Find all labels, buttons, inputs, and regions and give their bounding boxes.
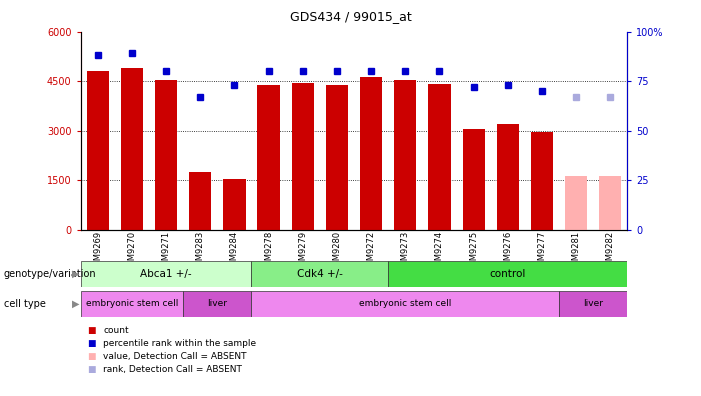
Bar [565,176,587,230]
Bar [155,80,177,230]
Bar [531,132,553,230]
Text: Abca1 +/-: Abca1 +/- [140,269,192,279]
Text: Cdk4 +/-: Cdk4 +/- [297,269,343,279]
Text: ■: ■ [88,366,96,374]
Text: value, Detection Call = ABSENT: value, Detection Call = ABSENT [103,352,247,361]
Text: embryonic stem cell: embryonic stem cell [359,299,451,308]
Bar [121,68,143,230]
Bar [388,261,627,287]
Text: control: control [489,269,526,279]
Text: GDS434 / 99015_at: GDS434 / 99015_at [290,10,411,23]
Bar [428,84,451,230]
Bar [599,176,621,230]
Bar [326,85,348,230]
Text: percentile rank within the sample: percentile rank within the sample [103,339,256,348]
Text: ■: ■ [88,339,96,348]
Bar [189,172,211,230]
Text: rank, Detection Call = ABSENT: rank, Detection Call = ABSENT [103,366,242,374]
Bar [257,85,280,230]
Text: genotype/variation: genotype/variation [4,269,96,279]
Bar [87,71,109,230]
Bar [81,291,183,317]
Bar [183,291,252,317]
Text: cell type: cell type [4,299,46,309]
Bar [81,261,252,287]
Text: embryonic stem cell: embryonic stem cell [86,299,178,308]
Text: liver: liver [583,299,604,308]
Text: ■: ■ [88,326,96,335]
Bar [497,124,519,230]
Text: liver: liver [207,299,227,308]
Text: ▶: ▶ [72,299,79,309]
Bar [463,129,484,230]
Bar [394,80,416,230]
Bar [360,77,382,230]
Bar [559,291,627,317]
Bar [252,291,559,317]
Text: count: count [103,326,129,335]
Bar [252,261,388,287]
Text: ▶: ▶ [72,269,79,279]
Text: ■: ■ [88,352,96,361]
Bar [292,82,314,230]
Bar [224,179,245,230]
